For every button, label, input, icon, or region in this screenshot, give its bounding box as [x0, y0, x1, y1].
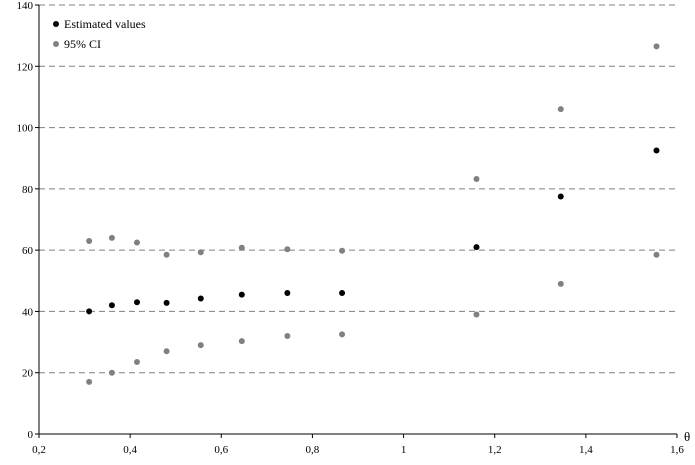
- point-series1-14: [163, 348, 170, 355]
- axes: [35, 4, 678, 438]
- x-tick-label-4: 1: [401, 444, 407, 456]
- x-tick-labels: 0,2 0,4 0,6 0,8 1 1,2 1,4 1,6: [32, 444, 684, 456]
- x-axis-label: θ: [684, 429, 690, 444]
- x-tick-label-0: 0,2: [32, 444, 46, 456]
- point-series1-5: [238, 244, 245, 251]
- y-tick-label-2: 40: [22, 306, 34, 318]
- x-tick-label-7: 1,6: [670, 444, 684, 456]
- legend-marker-estimated: [53, 21, 59, 27]
- point-series1-3: [163, 251, 170, 258]
- point-series1-10: [653, 43, 660, 50]
- point-series0-0: [86, 308, 93, 315]
- point-series0-8: [473, 244, 480, 251]
- y-tick-label-1: 20: [22, 368, 34, 380]
- point-series1-21: [653, 251, 660, 258]
- gridlines: [39, 4, 677, 374]
- point-series1-9: [557, 106, 564, 113]
- point-series0-2: [133, 299, 140, 306]
- point-series0-1: [108, 302, 115, 309]
- x-tick-label-2: 0,6: [214, 444, 228, 456]
- y-tick-label-0: 0: [28, 429, 34, 441]
- x-tick-label-6: 1,4: [579, 444, 593, 456]
- legend-label-estimated: Estimated values: [64, 17, 146, 31]
- y-tick-label-7: 140: [17, 0, 34, 12]
- y-tick-label-3: 60: [22, 245, 34, 257]
- point-series0-9: [557, 193, 564, 200]
- y-tick-labels: 0 20 40 60 80 100 120 140: [17, 0, 34, 441]
- x-tick-label-1: 0,4: [123, 444, 137, 456]
- point-series0-4: [197, 295, 204, 302]
- point-series1-6: [284, 246, 291, 253]
- point-series1-1: [108, 234, 115, 241]
- point-series1-20: [557, 280, 564, 287]
- legend-marker-ci: [53, 41, 59, 47]
- point-series1-2: [133, 239, 140, 246]
- point-series1-7: [339, 247, 346, 254]
- point-series1-19: [473, 311, 480, 318]
- legend: Estimated values 95% CI: [53, 17, 146, 51]
- point-series1-16: [238, 338, 245, 345]
- legend-label-ci: 95% CI: [64, 37, 101, 51]
- point-series1-15: [197, 342, 204, 349]
- point-series0-5: [238, 291, 245, 298]
- y-tick-label-6: 120: [17, 61, 34, 73]
- x-tick-label-3: 0,8: [306, 444, 320, 456]
- point-series1-13: [133, 358, 140, 365]
- point-series1-17: [284, 332, 291, 339]
- point-series0-7: [339, 290, 346, 297]
- point-series0-10: [653, 147, 660, 154]
- point-series1-18: [339, 331, 346, 338]
- point-series0-6: [284, 290, 291, 297]
- point-series1-4: [197, 249, 204, 256]
- data-points: [86, 43, 660, 385]
- point-series1-12: [108, 369, 115, 376]
- point-series1-8: [473, 176, 480, 183]
- x-tick-label-5: 1,2: [488, 444, 502, 456]
- point-series0-3: [163, 299, 170, 306]
- y-tick-label-4: 80: [22, 184, 34, 196]
- y-tick-label-5: 100: [17, 123, 34, 135]
- point-series1-11: [86, 378, 93, 385]
- point-series1-0: [86, 237, 93, 244]
